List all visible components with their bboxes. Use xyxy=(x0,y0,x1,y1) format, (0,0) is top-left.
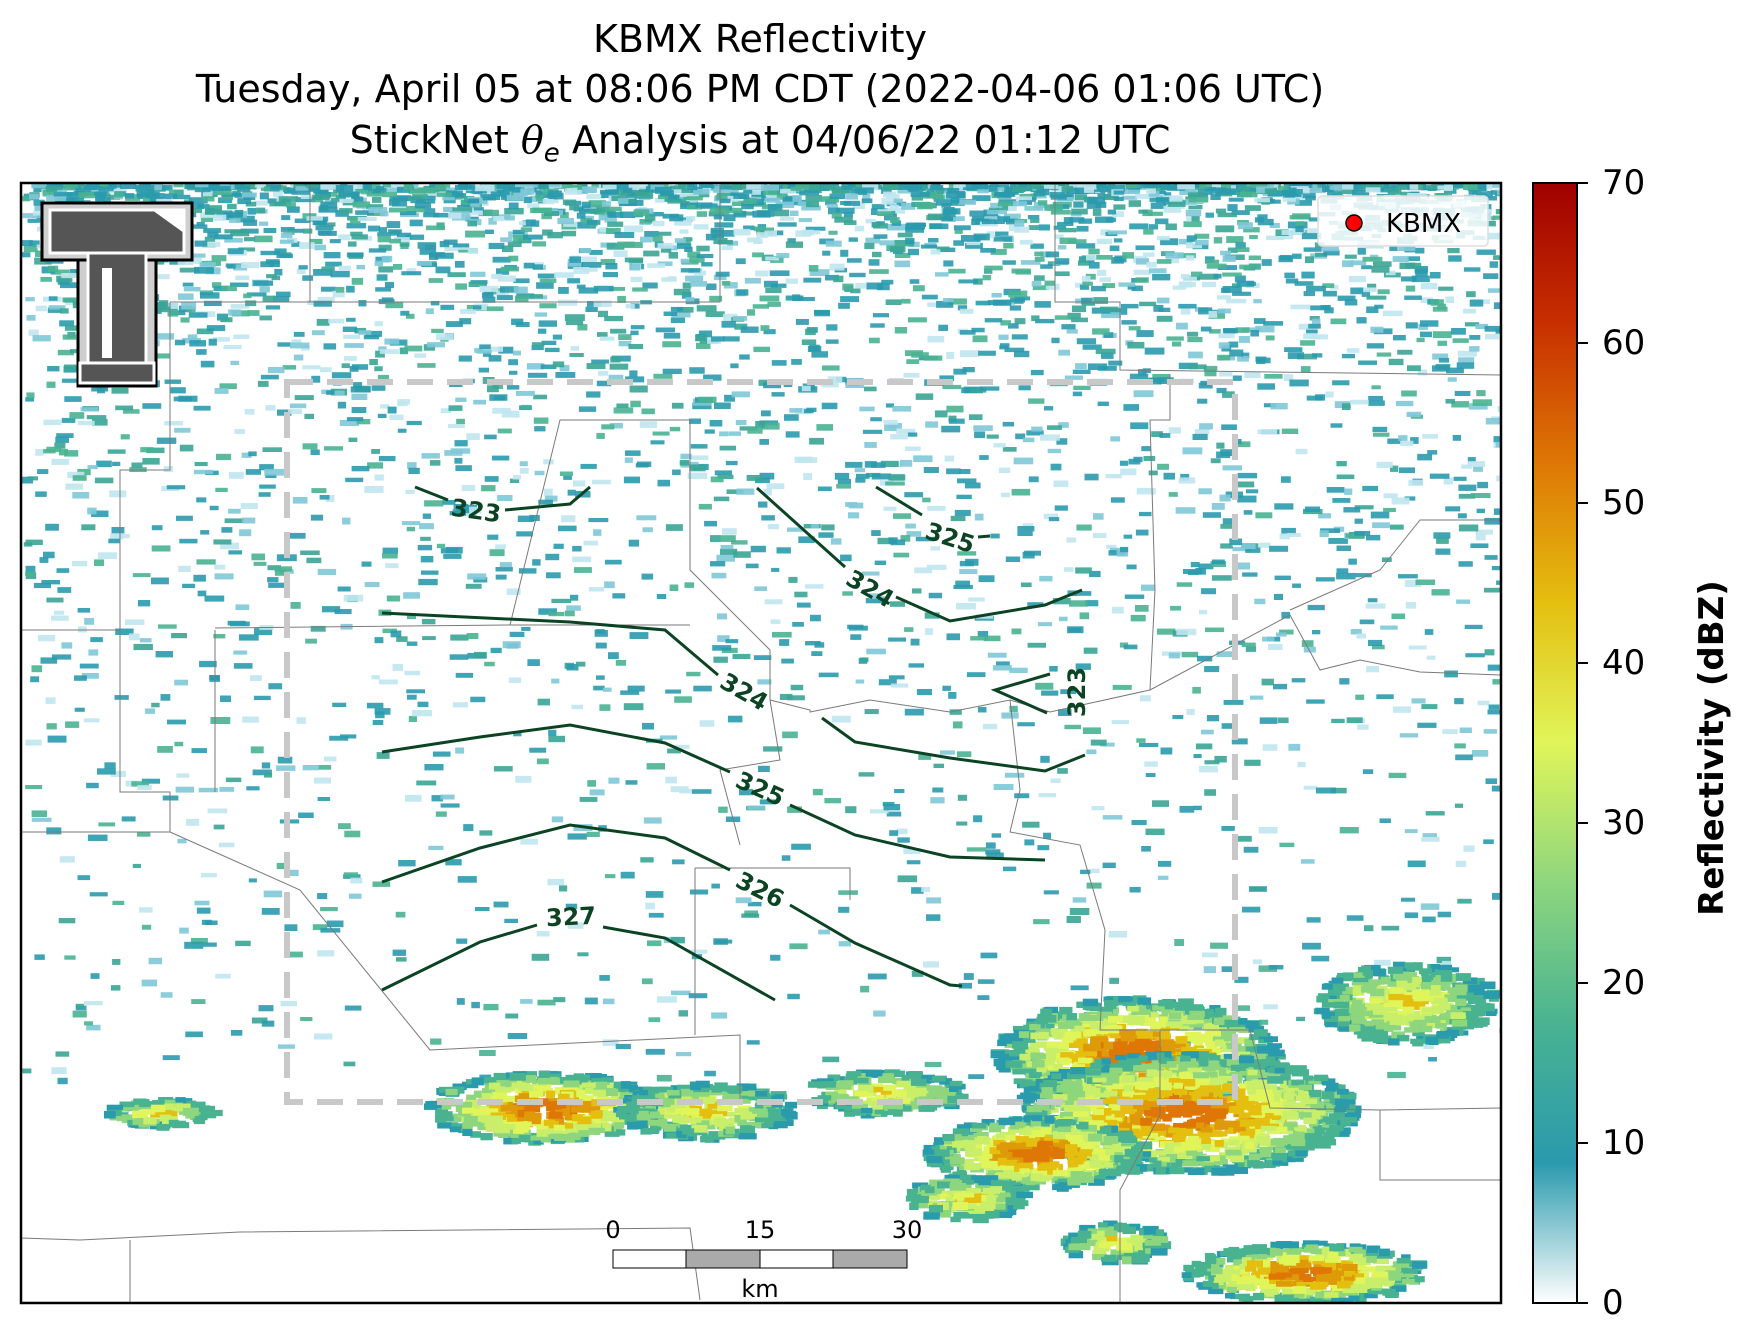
analysis-domain-box xyxy=(284,379,1238,1105)
contour-label: 323 xyxy=(449,494,503,529)
map-subtitle-analysis: StickNet θe Analysis at 04/06/22 01:12 U… xyxy=(349,118,1171,169)
contour-326 xyxy=(381,823,963,988)
contour-label: 327 xyxy=(545,902,597,933)
contour-label: 325 xyxy=(922,517,978,559)
contour-325-north xyxy=(875,485,991,539)
map-subtitle-time: Tuesday, April 05 at 08:06 PM CDT (2022-… xyxy=(195,67,1325,111)
colorbar-tick-label: 40 xyxy=(1602,643,1646,683)
scale-bar: 0 15 30 km xyxy=(605,1216,922,1303)
scale-tick-label: 15 xyxy=(745,1216,776,1244)
colorbar-tick-label: 10 xyxy=(1602,1123,1646,1163)
contour-324-south xyxy=(381,611,1086,773)
contour-label: 324 xyxy=(715,667,772,716)
colorbar-tick-label: 60 xyxy=(1602,323,1646,363)
map-title: KBMX Reflectivity xyxy=(592,17,928,61)
colorbar-tick-label: 50 xyxy=(1602,483,1646,523)
legend-label: KBMX xyxy=(1386,209,1461,239)
contour-label: 323 xyxy=(1063,667,1091,717)
scale-tick-label: 0 xyxy=(605,1216,620,1244)
colorbar-tick-label: 0 xyxy=(1602,1283,1624,1323)
colorbar-tick-label: 70 xyxy=(1602,163,1646,203)
scale-tick-label: 30 xyxy=(892,1216,923,1244)
radar-site-marker-icon xyxy=(1345,214,1363,232)
reflectivity-echoes xyxy=(21,183,1501,1303)
map-border xyxy=(19,181,1503,1305)
contour-label: 325 xyxy=(731,766,788,812)
contour-327 xyxy=(381,923,776,1002)
contour-324-north xyxy=(755,486,1083,623)
county-boundaries xyxy=(21,183,1501,1303)
colorbar-tick-label: 20 xyxy=(1602,963,1646,1003)
contour-323-east xyxy=(990,672,1051,715)
contour-label: 326 xyxy=(731,866,788,914)
colorbar-label: Reflectivity (dBZ) xyxy=(1692,580,1732,916)
colorbar-tick-label: 30 xyxy=(1602,803,1646,843)
contour-323-north xyxy=(414,485,591,512)
radar-site-legend: KBMX xyxy=(1317,195,1489,247)
texas-tech-logo xyxy=(40,201,194,388)
reflectivity-colorbar xyxy=(1532,182,1588,1304)
theta-e-contours xyxy=(381,485,1086,1002)
scale-unit: km xyxy=(741,1275,778,1303)
contour-325-south xyxy=(381,723,1046,862)
